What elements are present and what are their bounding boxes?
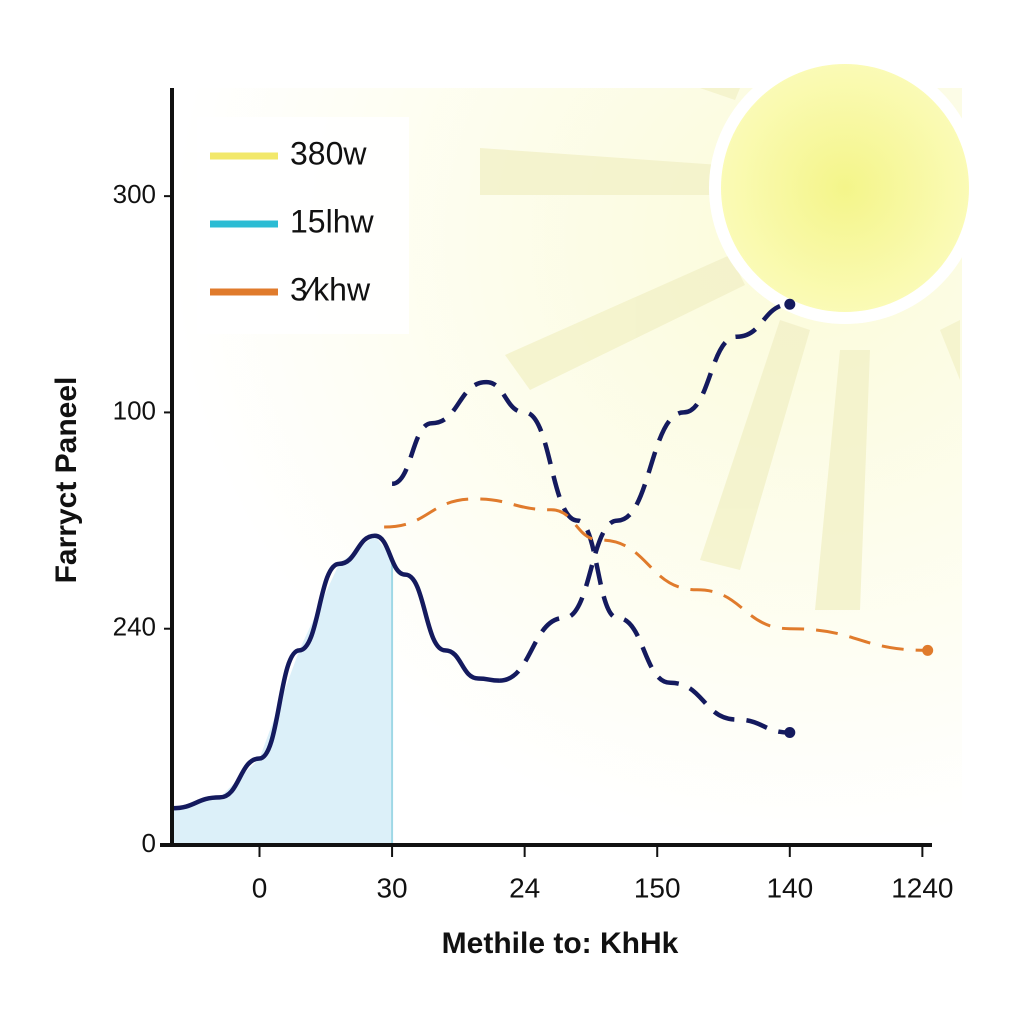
- series-line: [171, 533, 500, 811]
- y-axis-title: Farryct Paneel: [50, 377, 83, 584]
- y-tick-label: 0: [142, 828, 156, 858]
- y-tick-label: 300: [113, 179, 156, 209]
- endpoint: [922, 644, 934, 656]
- sun: [709, 52, 981, 324]
- area: [172, 535, 393, 845]
- y-tick-label: 240: [113, 612, 156, 642]
- x-tick-label: 1240: [891, 872, 953, 903]
- x-tick-label: 30: [376, 872, 407, 903]
- legend-label: 3⁄khw: [290, 271, 371, 307]
- y-tick-label: 100: [113, 395, 156, 425]
- legend-label: 380w: [290, 135, 367, 171]
- series-line: [499, 302, 791, 683]
- legend-label: 15lhw: [290, 203, 375, 239]
- x-tick-label: 24: [509, 872, 540, 903]
- x-tick-label: 150: [634, 872, 681, 903]
- x-axis-title: Methile to: KhHk: [442, 927, 679, 960]
- endpoint: [784, 298, 796, 310]
- series-line: [384, 497, 928, 652]
- x-tick-label: 0: [252, 872, 268, 903]
- series-line: [391, 379, 790, 735]
- x-tick-label: 140: [766, 872, 813, 903]
- sun-rays: [480, 88, 960, 610]
- endpoint: [784, 727, 796, 739]
